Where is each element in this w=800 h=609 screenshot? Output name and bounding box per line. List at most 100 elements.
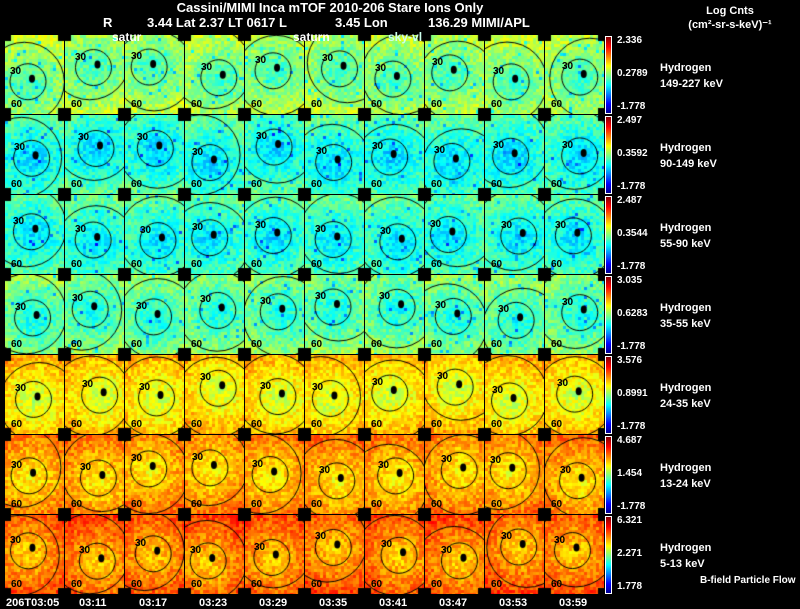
contour-label: 30: [256, 131, 268, 142]
contour-label: 60: [371, 99, 383, 110]
colorbar-mid-label: 0.6283: [617, 308, 648, 319]
count-map: [305, 195, 364, 274]
colorbar-min-label: -1.778: [617, 261, 646, 272]
image-panel: 30 60: [305, 195, 364, 274]
image-panel: 30 60: [5, 115, 64, 194]
colorbar: [605, 436, 612, 514]
row-energy-label: 55-90 keV: [660, 238, 711, 250]
image-panel: 30 60: [545, 275, 604, 354]
colorbar-min-label: -1.778: [617, 501, 646, 512]
count-map: [365, 275, 424, 354]
plot-title: Cassini/MIMI Inca mTOF 2010-206 Stare Io…: [176, 0, 484, 15]
row-species-label: Hydrogen: [660, 142, 712, 154]
image-panel: 30 60: [185, 275, 244, 354]
contour-label: 60: [551, 259, 563, 270]
contour-label: 30: [10, 66, 22, 77]
lon-readout: 3.45 Lon: [335, 15, 388, 30]
contour-label: 60: [71, 579, 83, 590]
count-map: [125, 275, 184, 354]
contour-label: 60: [71, 99, 83, 110]
count-map: [245, 515, 304, 594]
contour-label: 30: [312, 382, 324, 393]
colorbar-mid-label: 2.271: [617, 548, 643, 559]
count-map: [185, 195, 244, 274]
image-panel: 30 60: [485, 435, 544, 514]
contour-label: 60: [311, 259, 323, 270]
image-panel: 30 60: [125, 355, 184, 434]
time-tick-label: 03:35: [319, 597, 348, 609]
contour-label: 30: [82, 379, 94, 390]
contour-label: 60: [71, 179, 83, 190]
image-panel: 30 60: [425, 435, 484, 514]
colorbar-mid-label: 0.2789: [617, 68, 648, 79]
contour-label: 30: [378, 460, 390, 471]
contour-label: 60: [251, 179, 263, 190]
contour-label: 60: [11, 259, 23, 270]
count-map: [125, 35, 184, 114]
contour-label: 60: [431, 419, 443, 430]
count-map: [245, 275, 304, 354]
contour-label: 30: [80, 462, 92, 473]
count-map: [425, 435, 484, 514]
image-panel: 30 60: [545, 435, 604, 514]
image-panel: 30 60: [545, 355, 604, 434]
image-panel: 30 60: [305, 35, 364, 114]
count-map: [5, 115, 64, 194]
contour-label: 30: [316, 146, 328, 157]
contour-label: 60: [431, 579, 443, 590]
contour-label: 30: [139, 382, 151, 393]
contour-label: 60: [131, 179, 143, 190]
count-map: [485, 115, 544, 194]
count-map: [65, 115, 124, 194]
contour-label: 30: [15, 383, 27, 394]
image-panel: 30 60: [485, 275, 544, 354]
row-energy-label: 149-227 keV: [660, 78, 723, 90]
row-energy-label: 24-35 keV: [660, 398, 711, 410]
contour-label: 30: [190, 545, 202, 556]
image-panel: 30 60: [5, 355, 64, 434]
count-map: [5, 435, 64, 514]
count-map: [365, 35, 424, 114]
contour-label: 60: [491, 579, 503, 590]
contour-label: 30: [322, 53, 334, 64]
contour-label: 30: [260, 381, 272, 392]
colorbar-max-label: 4.687: [617, 435, 643, 446]
contour-label: 30: [315, 531, 327, 542]
count-map: [305, 35, 364, 114]
colorbar-mid-label: 0.8991: [617, 388, 648, 399]
contour-label: 60: [551, 499, 563, 510]
count-map: [245, 355, 304, 434]
contour-label: 30: [200, 294, 212, 305]
contour-label: 30: [79, 545, 91, 556]
row-species-label: Hydrogen: [660, 302, 712, 314]
image-panel: 30 60: [245, 355, 304, 434]
contour-label: 60: [131, 419, 143, 430]
contour-label: 60: [71, 499, 83, 510]
contour-label: 60: [431, 259, 443, 270]
contour-label: 30: [192, 222, 204, 233]
contour-label: 60: [311, 499, 323, 510]
contour-label: 30: [192, 147, 204, 158]
image-panel: 30 60: [485, 195, 544, 274]
contour-label: 30: [498, 304, 510, 315]
image-panel: 30 60: [5, 275, 64, 354]
contour-label: 60: [191, 499, 203, 510]
contour-label: 30: [493, 140, 505, 151]
image-panel: 30 60: [185, 35, 244, 114]
contour-label: 30: [78, 132, 90, 143]
count-map: [485, 355, 544, 434]
count-map: [65, 35, 124, 114]
count-map: [425, 515, 484, 594]
overlay-label-saturn: saturn: [293, 30, 330, 44]
contour-label: 30: [72, 293, 84, 304]
contour-label: 30: [192, 452, 204, 463]
contour-label: 60: [131, 99, 143, 110]
image-panel: 30 60: [245, 435, 304, 514]
count-map: [185, 35, 244, 114]
contour-label: 30: [260, 296, 272, 307]
row-energy-label: 13-24 keV: [660, 478, 711, 490]
count-map: [5, 515, 64, 594]
contour-label: 60: [251, 499, 263, 510]
colorbar-min-label: -1.778: [617, 181, 646, 192]
contour-label: 60: [371, 259, 383, 270]
